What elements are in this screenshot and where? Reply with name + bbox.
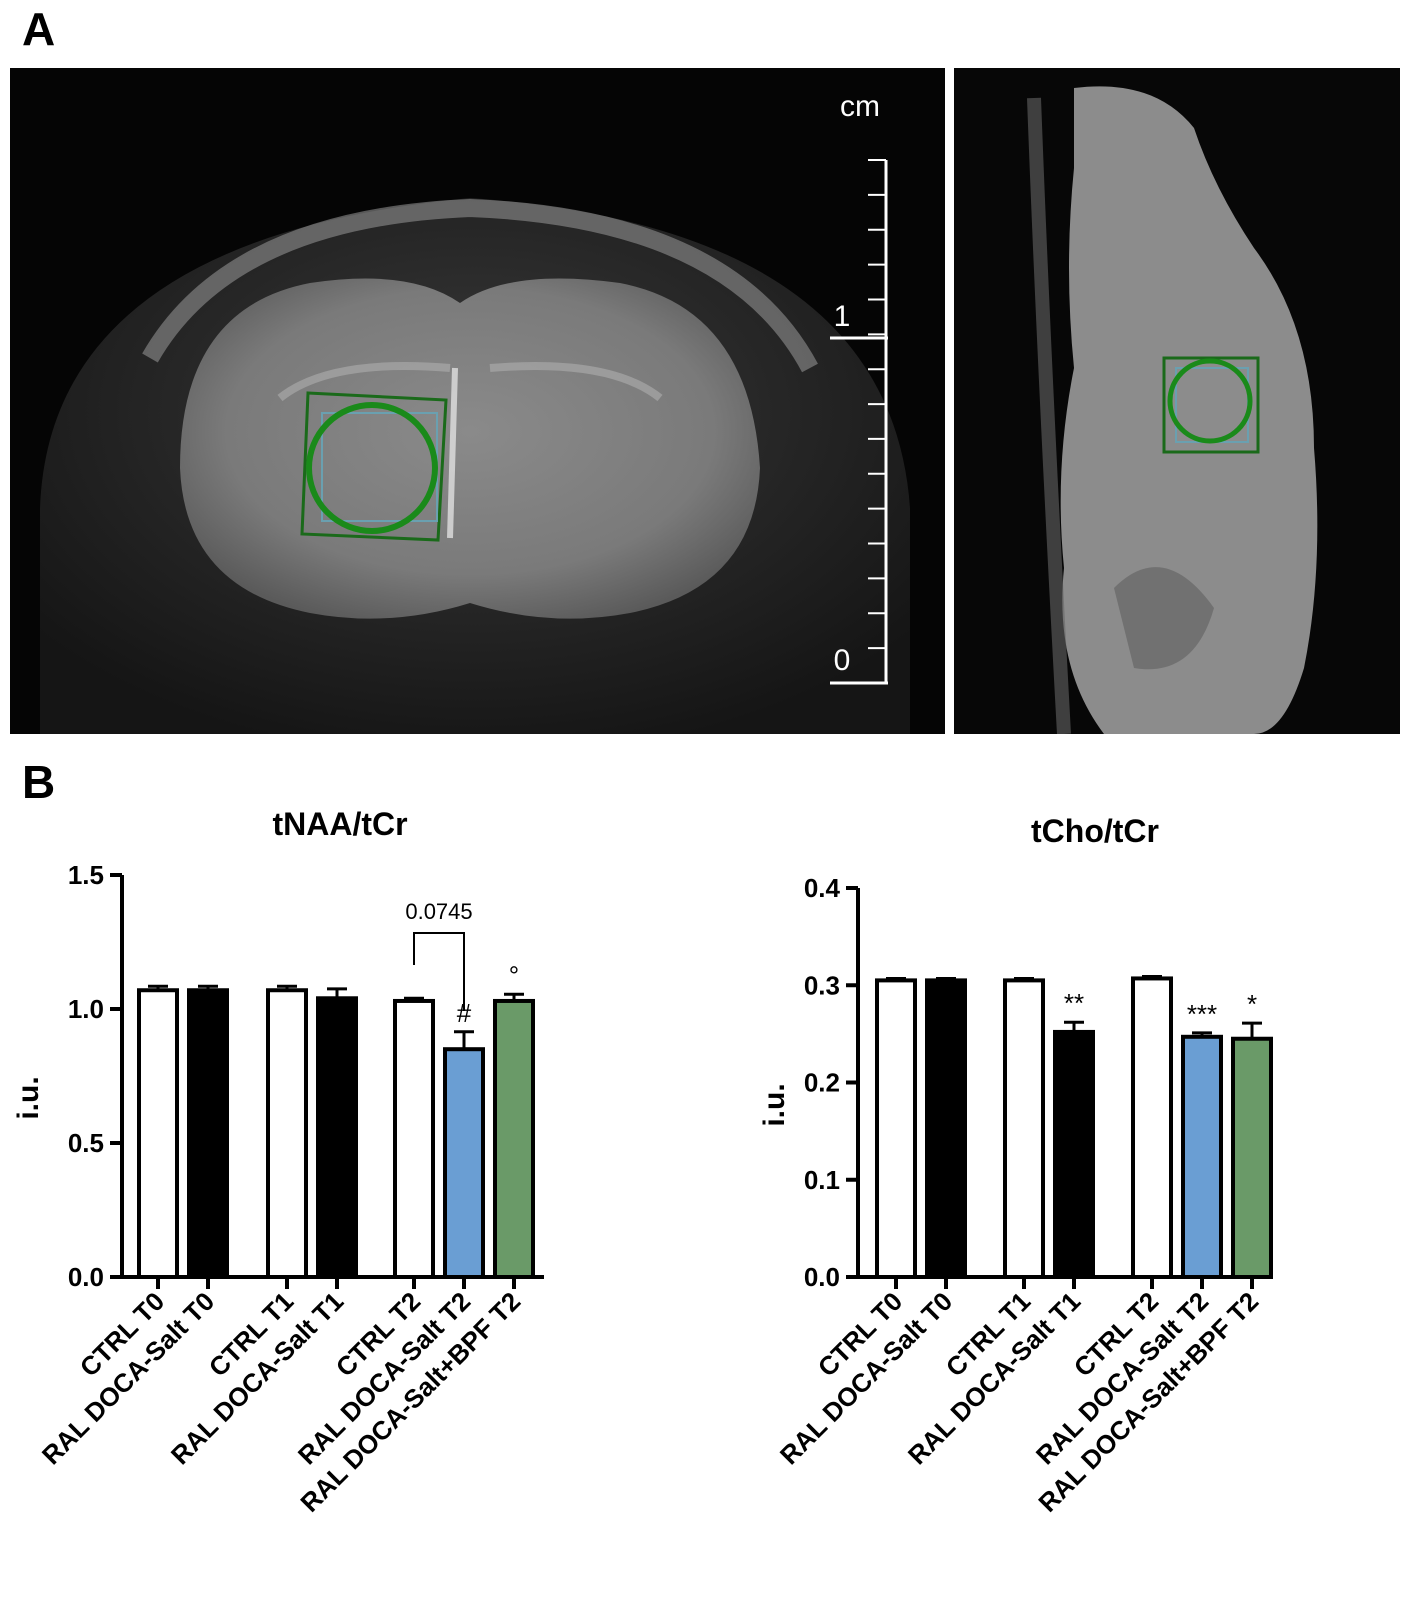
bar-5 [1131,976,1173,1279]
y-tick-label: 0.4 [804,873,841,903]
y-tick-label: 0.1 [804,1165,840,1195]
scale-bottom-label: 0 [834,644,851,677]
y-tick-label: 0.3 [804,970,840,1000]
chart-title: tCho/tCr [1031,813,1159,849]
significance-mark: *** [1187,999,1217,1029]
cerebellum [1114,567,1214,670]
skull-ring [142,198,818,373]
y-axis-label: i.u. [758,1083,791,1126]
bar-4 [316,996,358,1279]
significance-mark: ** [1064,988,1084,1018]
roi-circle [306,402,438,534]
midline-vessel [447,367,458,539]
bracket-label: 0.0745 [405,899,472,924]
bar-7 [493,998,535,1280]
bar-3 [1003,978,1045,1279]
panel-label-a: A [22,3,56,55]
scale-top-label: 1 [834,300,851,333]
y-tick-label: 0.0 [804,1262,840,1292]
bar-4 [1053,1029,1095,1279]
bar-6 [443,1047,485,1280]
panel-label-b: B [22,756,56,808]
bar-7 [1231,1036,1273,1279]
y-tick-label: 0.5 [68,1128,104,1158]
brain-sagittal [1060,86,1318,734]
mri-sagittal-image [954,68,1400,734]
chart-title: tNAA/tCr [272,806,407,842]
bar-1 [875,978,917,1279]
y-tick-label: 0.0 [68,1262,104,1292]
bar-6 [1181,1034,1223,1280]
y-tick-label: 0.2 [804,1068,840,1098]
bar-3 [266,988,308,1280]
significance-mark: ° [509,960,519,990]
y-axis-label: i.u. [12,1076,45,1119]
y-tick-label: 1.0 [68,994,104,1024]
mri-axial-image: cm 1 0 [10,68,945,734]
bar-2 [925,978,967,1279]
bar-2 [187,988,229,1280]
scale-unit-label: cm [840,90,880,123]
y-tick-label: 1.5 [68,860,104,890]
brain [180,278,760,619]
bar-1 [137,988,179,1280]
voxel-box-sagittal [1162,356,1260,454]
scale-bar [830,159,888,685]
roi-circle-sagittal [1167,358,1253,444]
significance-mark: * [1247,989,1257,1019]
voxel-box [300,391,448,542]
significance-bracket [413,932,465,1011]
bar-5 [393,998,435,1280]
significance-mark: # [457,998,472,1028]
